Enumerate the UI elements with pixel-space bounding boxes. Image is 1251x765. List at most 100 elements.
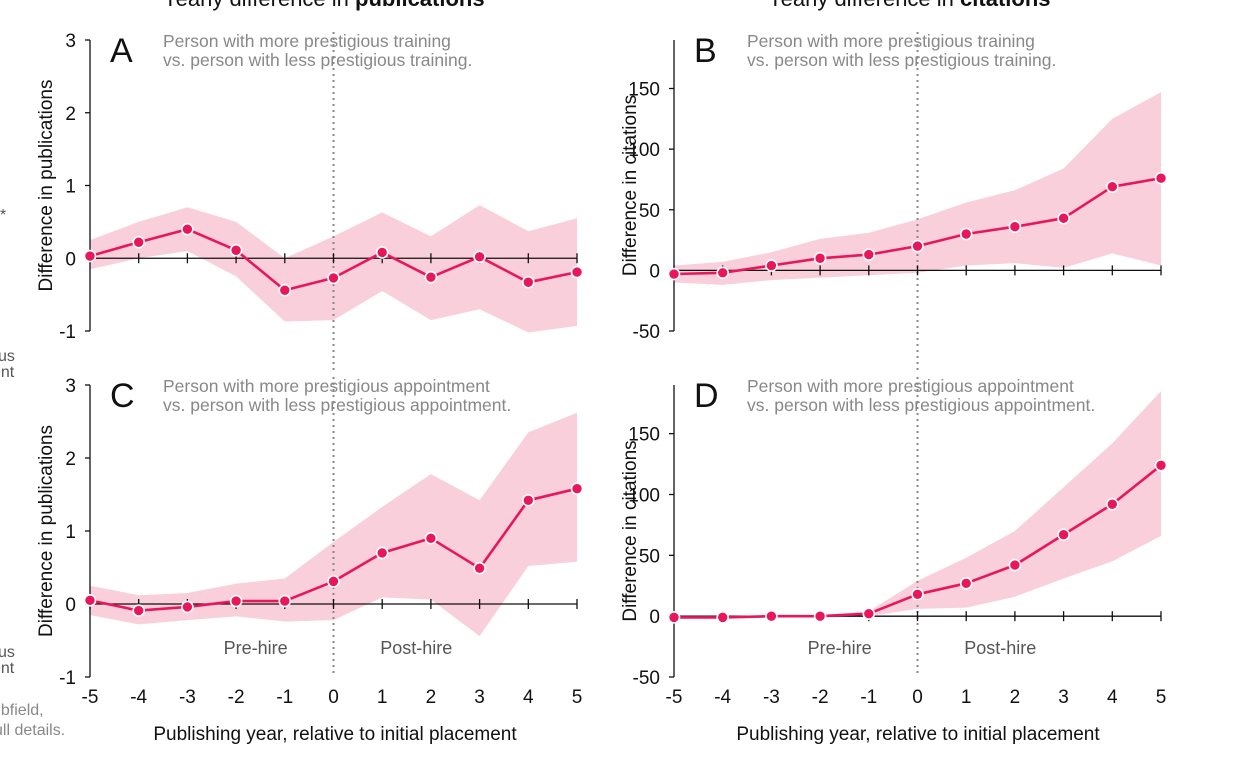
panel-a: -1 0 1 2 3 A Person with more prestigious trai… [36, 31, 584, 371]
panel-d: -50 0 50 100 150 -5 -4 -3 -2 -1 0 1 2 3 4 5 D Person with… [620, 376, 1168, 708]
y-tick-label: 0 [65, 595, 76, 616]
confidence-band [90, 205, 577, 333]
panel-c: -1 0 1 2 3 -5 -4 -3 -2 -1 0 1 2 3 4 5 C Person with more … [36, 376, 584, 708]
x-tick-label: 3 [1058, 687, 1069, 708]
data-point [521, 275, 535, 289]
y-tick-label: 50 [639, 201, 660, 222]
panel-letter-a: A [110, 32, 133, 70]
data-point [521, 494, 535, 507]
y-tick-label: 0 [65, 249, 76, 270]
y-tick-label: 0 [649, 261, 660, 282]
data-point [229, 243, 243, 257]
panel-subtitle-line-2: vs. person with less prestigious appoint… [747, 395, 1095, 415]
data-point [132, 604, 145, 617]
data-point [570, 482, 584, 495]
y-tick-label: 1 [65, 177, 76, 198]
publications-header-highlight: publications [355, 0, 485, 11]
data-point [1008, 220, 1022, 234]
x-tick-label: 0 [912, 687, 923, 708]
data-point [716, 266, 730, 280]
x-tick-label: -1 [276, 687, 293, 708]
data-point [278, 594, 292, 608]
data-point [959, 577, 973, 590]
data-point [813, 251, 827, 265]
data-point [911, 239, 924, 253]
confidence-band [90, 412, 577, 637]
data-point [229, 594, 243, 608]
y-tick-label: 1 [65, 522, 76, 543]
y-tick-label: 100 [628, 486, 660, 507]
pre-hire-label: Pre-hire [808, 638, 872, 658]
margin-fragment-ent-1: ent [0, 364, 15, 381]
x-tick-label: 5 [572, 687, 583, 708]
confidence-band [674, 391, 1161, 619]
y-tick-label: 150 [628, 80, 660, 101]
y-tick-label: 3 [65, 376, 76, 397]
margin-fragment-us-1: us [0, 348, 15, 365]
data-point [1057, 528, 1070, 541]
data-point [1008, 558, 1022, 572]
y-tick-label: 0 [649, 607, 660, 628]
y-axis-label: Difference in citations [620, 95, 641, 276]
x-axis-label-left: Publishing year, relative to initial pla… [153, 724, 517, 745]
x-tick-label: -3 [179, 687, 196, 708]
x-tick-label: 1 [961, 687, 972, 708]
data-point [1106, 497, 1119, 511]
data-point [862, 248, 876, 261]
panel-b: -50 0 50 100 150 B Person with more prestigiou… [620, 31, 1168, 371]
panel-subtitle-line-1: Person with more prestigious training [747, 31, 1035, 51]
panel-letter-c: C [110, 377, 135, 415]
panel-subtitle-line-1: Person with more prestigious training [163, 31, 451, 51]
y-tick-label: -1 [59, 668, 76, 689]
data-point [765, 259, 778, 272]
data-point [132, 235, 145, 249]
x-tick-label: -3 [763, 687, 780, 708]
x-tick-label: 3 [474, 687, 485, 708]
x-tick-label: -1 [860, 687, 877, 708]
citations-header-highlight: citations [960, 0, 1050, 11]
y-tick-label: -50 [633, 668, 660, 689]
data-point [278, 283, 292, 297]
data-point [862, 607, 876, 621]
panel-subtitle-line-2: vs. person with less prestigious appoint… [163, 395, 511, 415]
x-tick-label: -4 [130, 687, 147, 708]
x-tick-label: -4 [714, 687, 731, 708]
margin-fragment-us-2: us [0, 644, 15, 661]
data-point [813, 609, 827, 623]
x-tick-label: 2 [426, 687, 437, 708]
data-point [473, 561, 486, 575]
y-tick-label: 150 [628, 425, 660, 446]
y-tick-label: 100 [628, 140, 660, 161]
margin-fragment-subfield: ubfield, [0, 702, 44, 719]
data-point [570, 265, 584, 279]
x-tick-label: 2 [1010, 687, 1021, 708]
data-point [424, 270, 438, 284]
x-tick-label: -5 [82, 687, 99, 708]
y-axis-label: Difference in publications [36, 80, 57, 292]
data-point [667, 267, 681, 281]
data-point [327, 271, 340, 285]
pre-hire-label: Pre-hire [224, 638, 288, 658]
panel-subtitle-line-1: Person with more prestigious appointment [163, 376, 490, 396]
data-point [911, 587, 924, 601]
data-point [375, 246, 389, 259]
panel-letter-b: B [694, 32, 717, 70]
y-tick-label: -1 [59, 322, 76, 343]
data-point [1154, 458, 1168, 472]
x-tick-label: -2 [228, 687, 245, 708]
data-point [327, 575, 340, 588]
data-point [667, 611, 681, 624]
publications-header: Yearly difference in publications [163, 0, 485, 11]
y-tick-label: 2 [65, 104, 76, 125]
data-point [83, 249, 97, 263]
y-tick-label: 3 [65, 31, 76, 52]
x-axis-label-right: Publishing year, relative to initial pla… [736, 724, 1100, 745]
citations-header: Yearly difference in citations [768, 0, 1051, 11]
panel-subtitle-line-2: vs. person with less prestigious trainin… [747, 50, 1056, 70]
data-point [181, 222, 194, 236]
panel-subtitle-line-2: vs. person with less prestigious trainin… [163, 50, 472, 70]
x-tick-label: 5 [1156, 687, 1167, 708]
x-tick-label: -2 [812, 687, 829, 708]
data-point [83, 594, 97, 607]
